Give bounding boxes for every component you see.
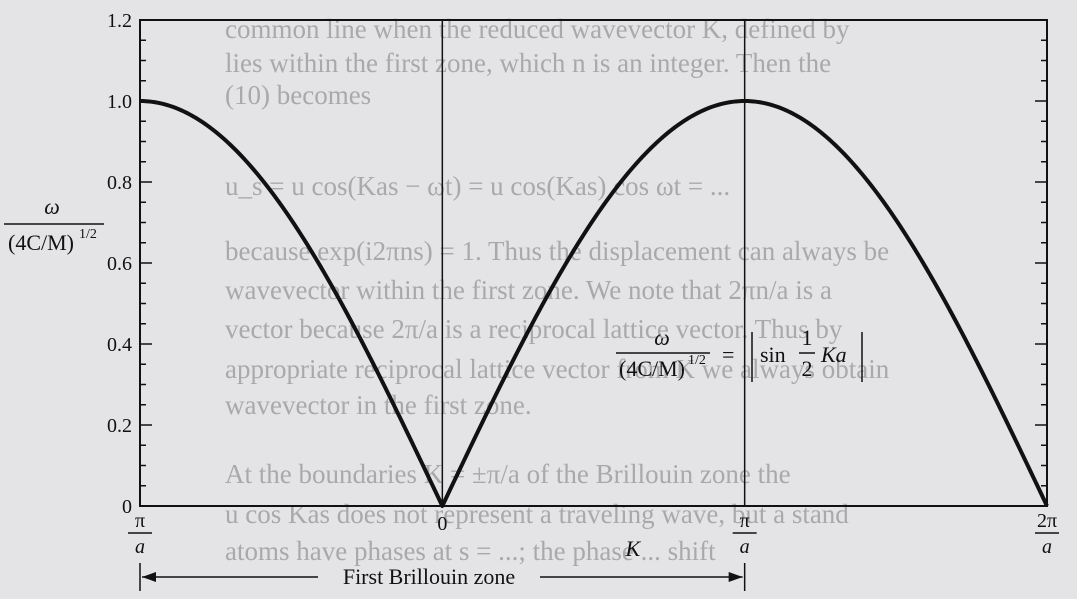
x-tick-denominator: a [1042,536,1052,558]
y-tick-label: 0.6 [107,253,132,275]
annotation-equals: = [722,342,734,367]
brillouin-zone-label: First Brillouin zone [343,564,515,589]
annotation-lhs-denominator: (4C/M) [619,356,685,381]
y-tick-label: 0.4 [107,334,132,356]
annotation-sin: sin [760,342,786,367]
annotation-ka: Ka [820,342,847,367]
background-page-text: common line when the reduced wavevector … [225,14,890,566]
background-text-line: wavevector within the first zone. We not… [225,275,832,305]
background-text-line: At the boundaries K = ±π/a of the Brillo… [225,459,791,489]
annotation-frac-denominator: 2 [802,356,813,381]
y-tick-label: 0.8 [107,172,132,194]
annotation-lhs-exponent: 1/2 [688,353,706,368]
x-axis-label: K [624,536,641,561]
y-axis-label-numerator: ω [44,194,60,219]
y-tick-label: 1.2 [107,10,132,32]
background-text-line: appropriate reciprocal lattice vector fr… [225,354,890,384]
x-tick-label: 0 [437,513,447,535]
curve-layer [139,99,1049,508]
background-text-line: wavevector in the first zone. [225,390,532,420]
background-text-line: (10) becomes [225,80,371,110]
background-text-line: lies within the first zone, which n is a… [225,48,831,78]
background-text-line: atoms have phases at s = ...; the phase … [225,536,716,566]
background-text-line: u_s = u cos(Kas − ωt) = u cos(Kas) cos ω… [225,171,730,201]
x-tick-numerator: π [740,510,750,532]
annotation-frac-numerator: 1 [802,325,813,350]
x-tick-numerator: 2π [1037,510,1057,532]
background-text-line: common line when the reduced wavevector … [225,14,850,44]
x-tick-numerator: π [135,510,145,532]
zone-arrow-right-head [728,572,743,582]
y-axis-label-exponent: 1/2 [79,227,97,242]
y-tick-label: 0.2 [107,415,132,437]
zone-arrow-left-head [142,572,156,582]
y-tick-label: 0 [122,496,132,518]
x-tick-denominator: a [135,536,145,558]
x-tick-denominator: a [740,536,750,558]
annotation-lhs-numerator: ω [654,325,670,350]
y-tick-label: 1.0 [107,91,132,113]
y-axis-label-denominator: (4C/M) [8,230,74,255]
background-text-line: u cos Kas does not represent a traveling… [225,499,849,529]
background-text-line: because exp(i2πns) = 1. Thus the displac… [225,236,889,266]
